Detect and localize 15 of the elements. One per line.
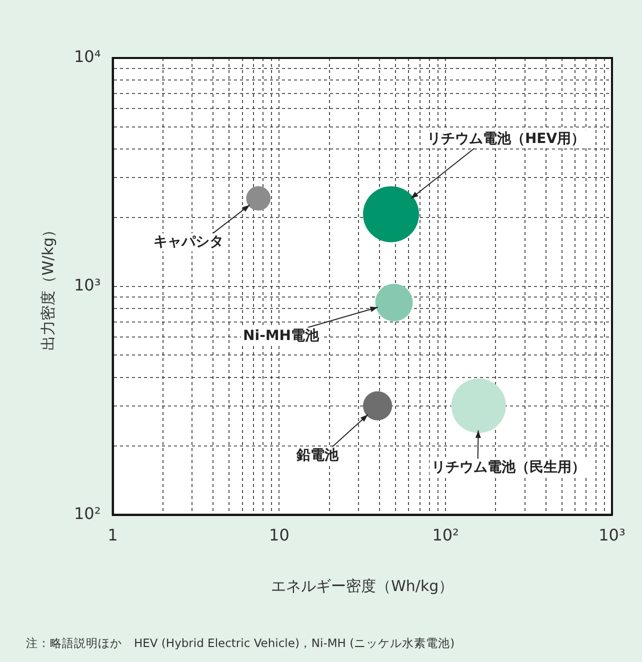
x-tick-label: 1 [108, 526, 118, 545]
x-tick-label: 10³ [598, 526, 626, 545]
y-tick-label: 10³ [74, 276, 101, 295]
y-tick-label: 10⁴ [74, 47, 101, 66]
text: リチウム電池（HEV用） [426, 130, 586, 147]
text: 鉛電池 [296, 447, 340, 464]
text: 注：略語説明ほか HEV (Hybrid Electric Vehicle)，Ni-MH (ニッケル水素電池) [26, 636, 455, 651]
text: Ni-MH電池 [243, 328, 320, 344]
y-tick-label: 10² [74, 504, 101, 523]
text: リチウム電池（民生用） [432, 459, 586, 476]
x-tick-label: 10² [432, 526, 459, 545]
x-axis-title: エネルギー密度（Wh/kg） [271, 576, 454, 595]
text: キャパシタ [153, 234, 224, 250]
x-tick-label: 10 [269, 526, 290, 545]
y-axis-title: 出力密度（W/kg） [38, 222, 57, 350]
